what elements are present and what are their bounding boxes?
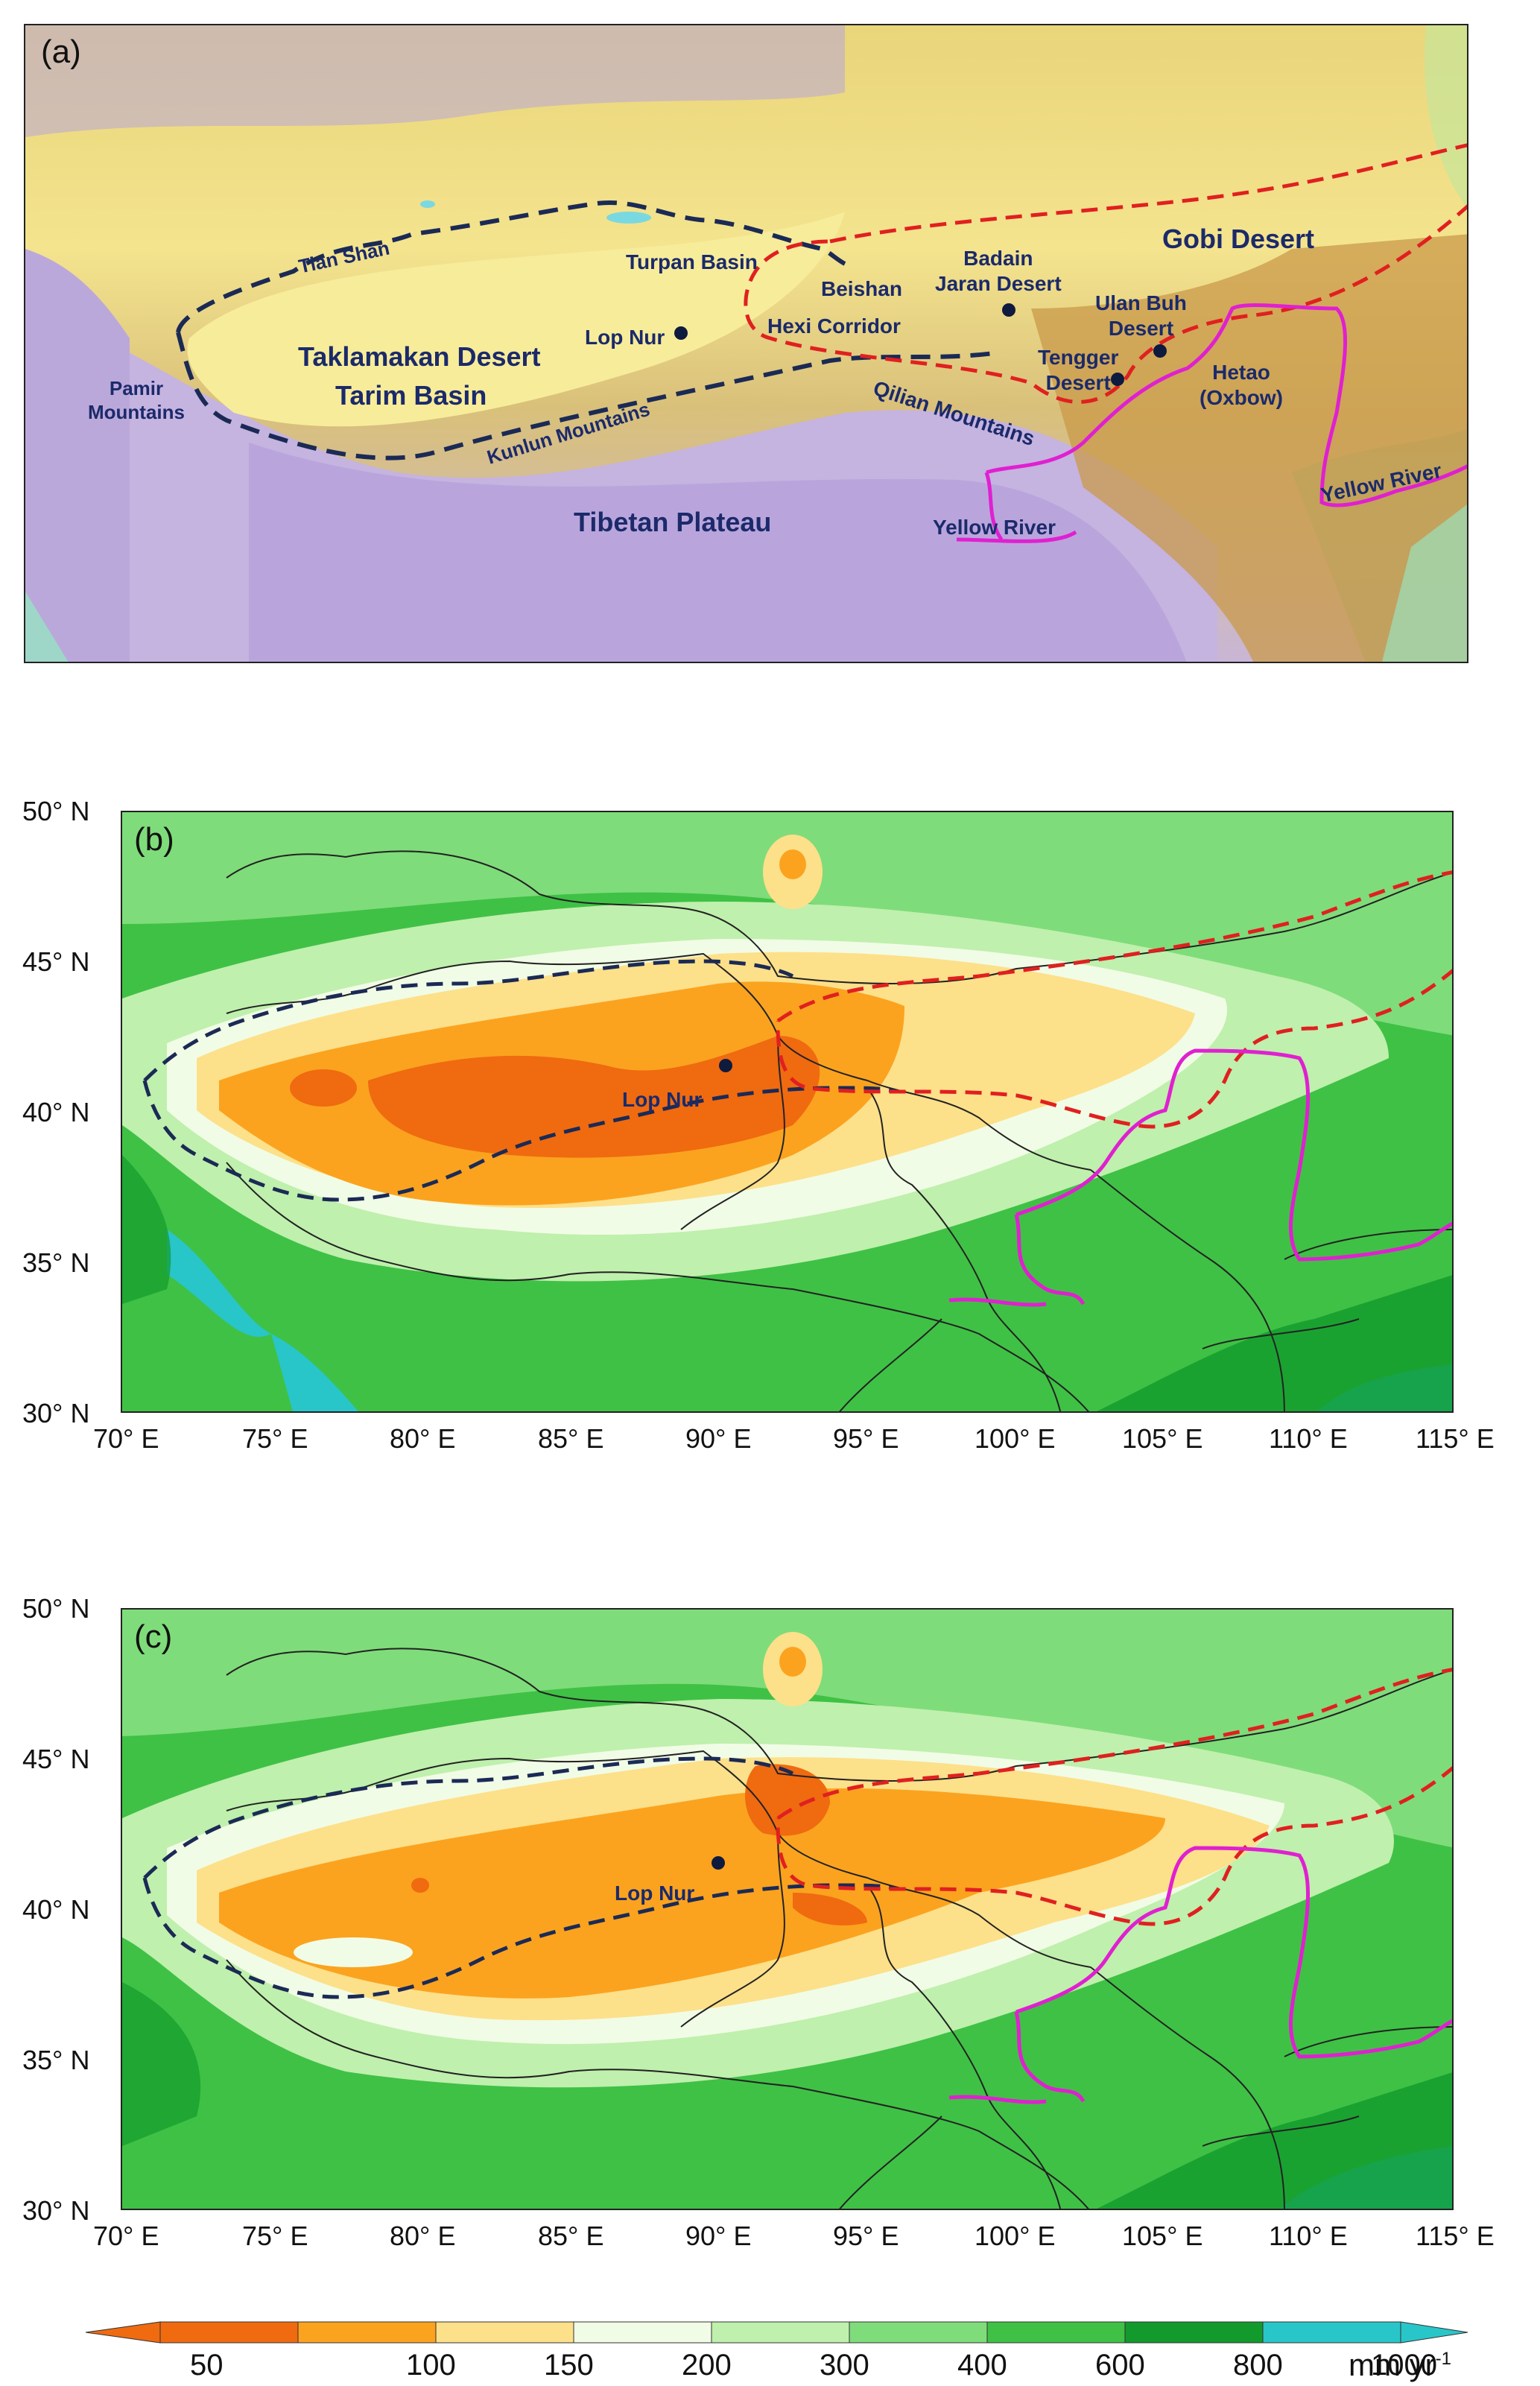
colorbar-unit-exponent: -1 xyxy=(1435,2349,1451,2369)
label-turpan-basin: Turpan Basin xyxy=(626,250,758,273)
colorbar-tick-labels: 50 100 150 200 300 400 600 800 1000 xyxy=(0,2349,1540,2386)
label-lop-nur-a: Lop Nur xyxy=(585,326,665,349)
yellow-river-b xyxy=(948,1048,1452,1307)
colorbar-swatch xyxy=(159,2321,299,2344)
colorbar-swatches xyxy=(85,2321,1468,2344)
x-tick-95-b: 95° E xyxy=(833,1423,899,1454)
colorbar-swatch xyxy=(1262,2321,1401,2344)
colorbar-over-triangle xyxy=(1400,2321,1468,2344)
terrain-map xyxy=(24,24,1468,663)
label-tarim: Tarim Basin xyxy=(335,380,487,411)
label-tengger: Tengger Desert xyxy=(1038,346,1119,394)
colorbar-tick: 300 xyxy=(820,2349,869,2382)
ulan-buh-marker xyxy=(1153,344,1167,358)
taklamakan-boundary-c xyxy=(142,1756,898,1999)
lop-nur-label-b: Lop Nur xyxy=(622,1088,703,1111)
label-beishan: Beishan xyxy=(821,277,902,300)
x-tick-70-b: 70° E xyxy=(93,1423,159,1454)
x-tick-95-c: 95° E xyxy=(833,2221,899,2251)
panel-a-label: (a) xyxy=(41,34,81,70)
colorbar-swatch xyxy=(711,2321,850,2344)
x-tick-110-b: 110° E xyxy=(1269,1423,1348,1454)
y-tick-50-b: 50° N xyxy=(22,796,90,826)
x-tick-105-c: 105° E xyxy=(1122,2221,1203,2251)
badain-marker xyxy=(1002,303,1015,317)
colorbar-swatch xyxy=(849,2321,988,2344)
panel-b-label: (b) xyxy=(134,821,174,858)
y-tick-40-b: 40° N xyxy=(22,1097,90,1127)
lop-nur-marker-a xyxy=(674,326,688,340)
colorbar-swatch xyxy=(986,2321,1126,2344)
y-tick-50-c: 50° N xyxy=(22,1593,90,1624)
x-tick-110-c: 110° E xyxy=(1269,2221,1348,2251)
y-tick-35-c: 35° N xyxy=(22,2045,90,2075)
y-tick-30-b: 30° N xyxy=(22,1398,90,1428)
lop-nur-marker-c xyxy=(712,1856,725,1870)
colorbar-tick: 200 xyxy=(682,2349,732,2382)
label-taklamakan: Taklamakan Desert xyxy=(298,341,541,372)
panel-a: (a) Tian Shan Turpan Basin Pamir Mountai… xyxy=(0,0,1540,671)
colorbar-swatch xyxy=(573,2321,712,2344)
x-tick-70-c: 70° E xyxy=(93,2221,159,2251)
x-tick-105-b: 105° E xyxy=(1122,1423,1203,1454)
y-tick-45-c: 45° N xyxy=(22,1744,90,1774)
colorbar-tick: 150 xyxy=(544,2349,594,2382)
colorbar-tick: 100 xyxy=(406,2349,456,2382)
x-tick-90-b: 90° E xyxy=(685,1423,752,1454)
gobi-boundary-c xyxy=(776,1668,1452,1926)
colorbar-tick: 50 xyxy=(190,2349,224,2382)
x-tick-100-b: 100° E xyxy=(975,1423,1056,1454)
y-tick-45-b: 45° N xyxy=(22,946,90,977)
colorbar-swatch xyxy=(435,2321,574,2344)
colorbar-swatch xyxy=(297,2321,437,2344)
panel-b: (b) Lop Nur 50° N 45° N 40° N 35° N 30° … xyxy=(0,768,1540,1513)
panel-c-label: (c) xyxy=(134,1618,173,1655)
x-tick-90-c: 90° E xyxy=(685,2221,752,2251)
label-hetao: Hetao (Oxbow) xyxy=(1200,361,1283,409)
colorbar-tick: 1000 xyxy=(1371,2349,1437,2382)
colorbar-under-triangle xyxy=(85,2321,161,2344)
colorbar-tick: 600 xyxy=(1095,2349,1145,2382)
x-tick-80-b: 80° E xyxy=(390,1423,456,1454)
x-tick-85-c: 85° E xyxy=(538,2221,604,2251)
y-tick-30-c: 30° N xyxy=(22,2195,90,2226)
x-tick-85-b: 85° E xyxy=(538,1423,604,1454)
taklamakan-boundary-a xyxy=(176,200,995,461)
panel-c: (c) Lop Nur 50° N 45° N 40° N 35° N 30° … xyxy=(0,1565,1540,2310)
tengger-marker xyxy=(1111,373,1124,386)
gobi-boundary-b xyxy=(776,870,1452,1129)
precip-map-b xyxy=(121,811,1454,1413)
label-tibetan: Tibetan Plateau xyxy=(574,507,772,537)
gobi-boundary-a xyxy=(744,143,1467,404)
x-tick-115-c: 115° E xyxy=(1416,2221,1495,2251)
label-ulan-buh: Ulan Buh Desert xyxy=(1095,291,1187,340)
y-tick-35-b: 35° N xyxy=(22,1247,90,1278)
x-tick-100-c: 100° E xyxy=(975,2221,1056,2251)
label-yellow-river-1: Yellow River xyxy=(933,516,1056,539)
x-tick-75-c: 75° E xyxy=(242,2221,308,2251)
x-tick-80-c: 80° E xyxy=(390,2221,456,2251)
colorbar: 50 100 150 200 300 400 600 800 1000 mm yr-1 xyxy=(0,2317,1540,2386)
lop-nur-marker-b xyxy=(719,1059,732,1072)
colorbar-unit-text: mm yr xyxy=(1349,2347,1436,2382)
colorbar-unit: mm yr-1 xyxy=(1349,2347,1451,2383)
y-tick-40-c: 40° N xyxy=(22,1894,90,1925)
label-badain: Badain Jaran Desert xyxy=(935,247,1062,295)
colorbar-swatch xyxy=(1124,2321,1264,2344)
precip-map-c xyxy=(121,1608,1454,2210)
yellow-river-a xyxy=(956,303,1467,543)
label-gobi: Gobi Desert xyxy=(1162,224,1315,254)
lop-nur-label-c: Lop Nur xyxy=(615,1882,695,1905)
yellow-river-c xyxy=(948,1846,1452,2104)
colorbar-tick: 400 xyxy=(957,2349,1007,2382)
x-tick-75-b: 75° E xyxy=(242,1423,308,1454)
x-tick-115-b: 115° E xyxy=(1416,1423,1495,1454)
colorbar-tick: 800 xyxy=(1233,2349,1283,2382)
label-pamir: Pamir Mountains xyxy=(88,377,185,423)
taklamakan-boundary-b xyxy=(142,959,898,1202)
label-hexi: Hexi Corridor xyxy=(767,314,901,338)
